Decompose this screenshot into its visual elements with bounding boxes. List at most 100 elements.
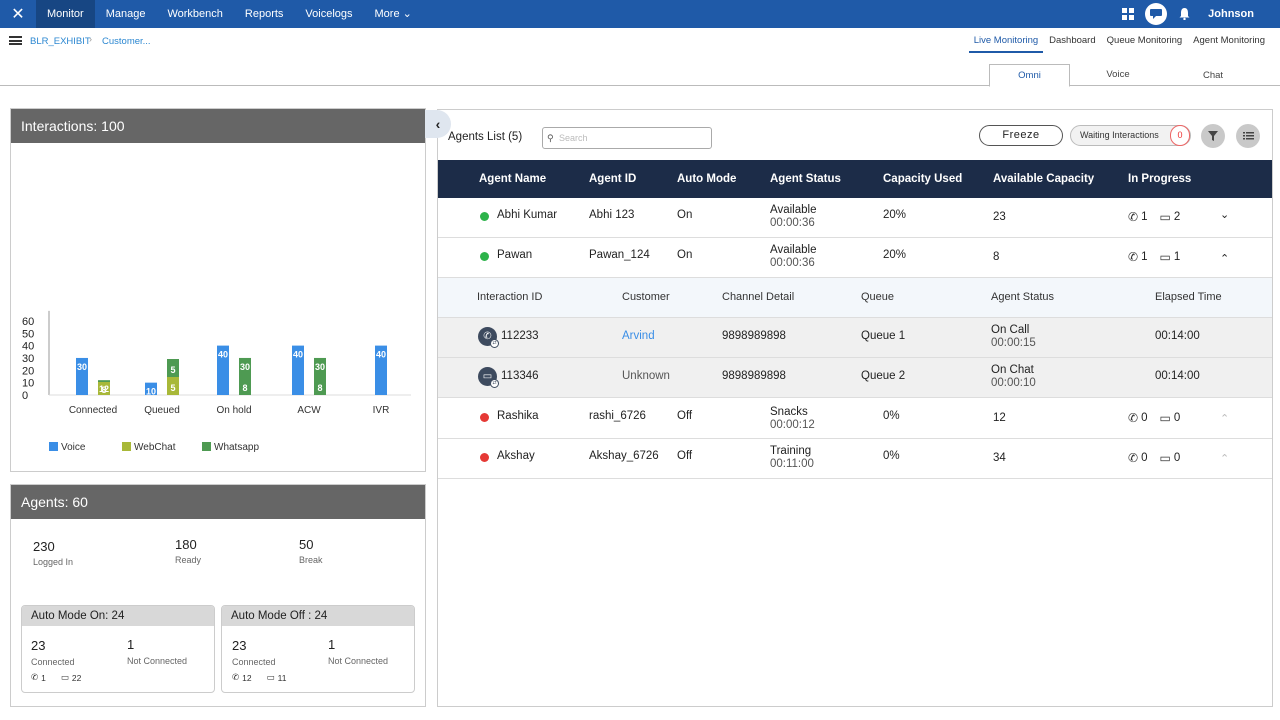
y-tick-label: 30 <box>22 353 34 365</box>
status-label: Snacks <box>770 406 808 418</box>
nav-monitor[interactable]: Monitor <box>36 0 95 28</box>
stat-label: Ready <box>175 555 202 565</box>
nav-reports[interactable]: Reports <box>244 8 284 20</box>
queue: Queue 2 <box>861 370 906 382</box>
stat-value: 1 <box>328 637 336 652</box>
in-progress: ✆ 1 ▭ 2 <box>1128 210 1180 224</box>
mode-not-connected: 1 Not Connected <box>127 637 187 666</box>
status-time: 00:00:15 <box>991 337 1036 349</box>
calls-count: 0 <box>1141 452 1148 464</box>
table-row[interactable]: Akshay Akshay_6726 Off Training 00:11:00… <box>438 439 1272 479</box>
mode-channel-counts: ✆ 1 ▭ 22 <box>31 672 84 683</box>
tab-omni[interactable]: Omni <box>989 64 1070 87</box>
grid-icon[interactable] <box>1114 0 1142 28</box>
col-capacity-used[interactable]: Capacity Used <box>883 173 963 185</box>
freeze-button[interactable]: Freeze <box>979 125 1063 146</box>
table-row[interactable]: Pawan Pawan_124 On Available 00:00:36 20… <box>438 238 1272 278</box>
bar-webchat <box>98 382 110 395</box>
agent-status: Snacks 00:00:12 <box>770 406 815 432</box>
interactions-title: Interactions: 100 <box>11 109 425 143</box>
col-agent-name[interactable]: Agent Name <box>479 173 547 185</box>
agents-body: 230 Logged In 180 Ready 50 Break Auto Mo… <box>11 519 425 706</box>
chevron-up-icon[interactable]: ⌃ <box>1220 253 1230 265</box>
tab-chat[interactable]: Chat <box>1202 70 1224 81</box>
status-label: On Call <box>991 324 1030 336</box>
sub-header: BLR_EXHIBIT › Customer... Live Monitorin… <box>0 28 1280 56</box>
phone-icon: ✆ <box>31 672 39 682</box>
phone-icon: ✆ <box>1128 451 1139 465</box>
collapse-panel-button[interactable]: ‹ <box>425 110 451 138</box>
table-row[interactable]: Abhi Kumar Abhi 123 On Available 00:00:3… <box>438 198 1272 238</box>
breadcrumb-root[interactable]: BLR_EXHIBIT <box>30 36 91 47</box>
bar-data-label: 30 <box>240 362 250 372</box>
stat-value: 50 <box>299 537 314 552</box>
bar-whatsapp <box>167 359 179 377</box>
chevron-left-icon: ‹ <box>435 116 441 132</box>
interaction-row[interactable]: ▭ ⇄ 113346 Unknown 9898989898 Queue 2 On … <box>438 358 1272 398</box>
app-logo-icon[interactable]: ✕ <box>11 6 25 23</box>
phone-icon: ✆ <box>1128 250 1139 264</box>
stat-label: Break <box>299 555 323 565</box>
tab-voice[interactable]: Voice <box>1106 69 1130 80</box>
tab-dashboard[interactable]: Dashboard <box>1049 35 1096 46</box>
list-view-icon[interactable] <box>1236 124 1260 148</box>
status-dot <box>480 453 489 462</box>
status-label: Available <box>770 204 817 216</box>
interaction-row[interactable]: ✆ ⇄ 112233 Arvind 9898989898 Queue 1 On C… <box>438 318 1272 358</box>
agents-logged-in: 230 Logged In <box>33 539 73 567</box>
tab-queue-monitoring[interactable]: Queue Monitoring <box>1106 35 1183 46</box>
stat-label: Connected <box>31 657 75 667</box>
bar-data-label: 8 <box>242 383 247 393</box>
chat-icon[interactable] <box>1142 0 1170 28</box>
col-agent-id[interactable]: Agent ID <box>589 173 637 185</box>
status-time: 00:00:36 <box>770 257 815 269</box>
bar-data-label: 5 <box>170 383 175 393</box>
hamburger-menu-icon[interactable] <box>9 36 22 45</box>
chats-count: 0 <box>1173 452 1181 464</box>
nav-manage[interactable]: Manage <box>105 8 146 20</box>
calls-count: 12 <box>242 672 252 683</box>
capacity-used: 20% <box>883 209 907 221</box>
status-dot <box>480 252 489 261</box>
search-input[interactable]: ⚲ Search <box>542 127 712 149</box>
agent-status: Available 00:00:36 <box>770 204 816 230</box>
waiting-interactions-button[interactable]: Waiting Interactions 0 <box>1070 125 1191 146</box>
nav-workbench[interactable]: Workbench <box>167 8 223 20</box>
col-agent-status[interactable]: Agent Status <box>770 173 841 185</box>
bar-data-label: 5 <box>170 365 175 375</box>
channel-detail: 9898989898 <box>722 330 786 342</box>
stat-label: Connected <box>232 657 276 667</box>
tab-agent-monitoring[interactable]: Agent Monitoring <box>1193 35 1265 46</box>
chat-icon: ▭ <box>1159 451 1171 465</box>
user-menu[interactable]: Johnson <box>1208 8 1254 20</box>
chevron-up-icon[interactable]: ⌃ <box>1220 413 1230 425</box>
phone-icon: ✆ <box>1128 210 1139 224</box>
y-tick-label: 10 <box>22 378 34 390</box>
bell-icon[interactable] <box>1170 0 1198 28</box>
col-auto-mode[interactable]: Auto Mode <box>677 173 737 185</box>
y-tick-label: 50 <box>22 328 34 340</box>
chevron-down-icon[interactable]: ⌄ <box>1220 209 1230 221</box>
chevron-up-icon[interactable]: ⌃ <box>1220 453 1230 465</box>
breadcrumb-chevron-icon: › <box>89 34 92 44</box>
chats-count: 1 <box>1173 251 1181 263</box>
auto-mode-off-title: Auto Mode Off : 24 <box>222 606 414 626</box>
filter-icon[interactable] <box>1201 124 1225 148</box>
col-in-progress[interactable]: In Progress <box>1128 173 1192 185</box>
in-progress: ✆ 0 ▭ 0 <box>1128 451 1180 465</box>
breadcrumb-current[interactable]: Customer... <box>102 36 151 47</box>
customer-link[interactable]: Arvind <box>622 330 655 342</box>
col-elapsed-time: Elapsed Time <box>1155 291 1222 303</box>
nav-voicelogs[interactable]: Voicelogs <box>305 8 353 20</box>
nav-right-group: Johnson <box>1114 0 1280 28</box>
col-available-capacity[interactable]: Available Capacity <box>993 173 1095 185</box>
agent-name: Akshay <box>497 450 535 462</box>
mode-connected: 23 Connected <box>31 638 75 667</box>
x-tick-label: On hold <box>216 405 251 416</box>
y-tick-label: 60 <box>22 316 34 328</box>
agent-name: Pawan <box>497 249 533 261</box>
table-row[interactable]: Rashika rashi_6726 Off Snacks 00:00:12 0… <box>438 398 1272 439</box>
nav-more[interactable]: More ⌄ <box>374 8 412 20</box>
chats-count: 2 <box>1173 211 1181 223</box>
tab-live-monitoring[interactable]: Live Monitoring <box>968 33 1044 53</box>
